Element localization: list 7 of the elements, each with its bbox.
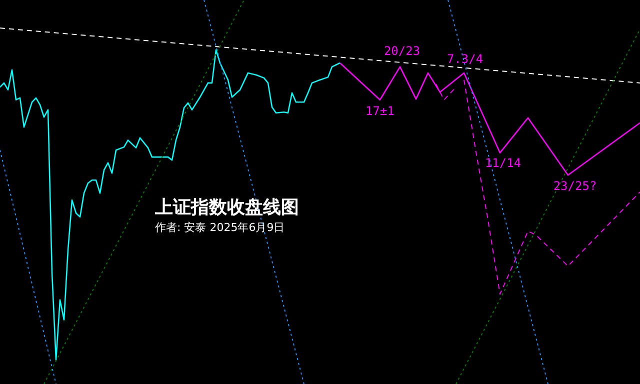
annotation: 17±1 [366,104,394,118]
annotation: 20/23 [384,44,420,58]
text: 作者: 安泰 2025年6月9日 [155,220,285,235]
annotation: 23/25? [553,179,597,194]
text: 上证指数收盘线图 [155,196,299,219]
annotation: 7.3/4 [446,52,484,66]
annotation: 11/14 [484,156,522,170]
